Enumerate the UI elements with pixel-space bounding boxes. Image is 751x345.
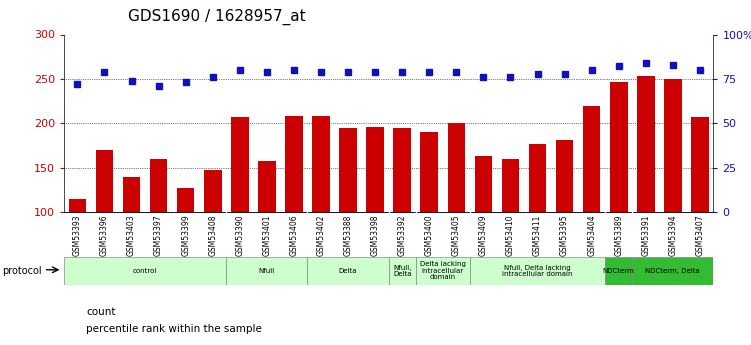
Text: GDS1690 / 1628957_at: GDS1690 / 1628957_at: [128, 9, 306, 25]
Bar: [285, 116, 303, 212]
Bar: [556, 140, 573, 212]
Text: GSM53395: GSM53395: [560, 214, 569, 256]
Text: GSM53410: GSM53410: [506, 214, 515, 256]
Text: GSM53411: GSM53411: [533, 214, 542, 256]
Bar: [204, 169, 222, 212]
Bar: [64, 257, 226, 285]
Text: GSM53402: GSM53402: [316, 214, 325, 256]
Bar: [366, 127, 384, 212]
Bar: [312, 116, 330, 212]
Bar: [632, 257, 713, 285]
Bar: [691, 117, 709, 212]
Bar: [258, 161, 276, 212]
Text: GSM53399: GSM53399: [181, 214, 190, 256]
Bar: [529, 144, 546, 212]
Text: GSM53388: GSM53388: [343, 214, 352, 256]
Text: Nfull: Nfull: [258, 268, 275, 274]
Bar: [421, 132, 438, 212]
Bar: [448, 124, 465, 212]
Bar: [307, 257, 389, 285]
Text: GSM53398: GSM53398: [370, 214, 379, 256]
Text: Nfull,
Delta: Nfull, Delta: [393, 265, 412, 277]
Text: NDCterm, Delta: NDCterm, Delta: [645, 268, 700, 274]
Text: GSM53396: GSM53396: [100, 214, 109, 256]
Text: GSM53397: GSM53397: [154, 214, 163, 256]
Bar: [637, 76, 655, 212]
Bar: [502, 159, 519, 212]
Text: percentile rank within the sample: percentile rank within the sample: [86, 325, 262, 334]
Text: control: control: [133, 268, 157, 274]
Bar: [226, 257, 307, 285]
Text: GSM53406: GSM53406: [289, 214, 298, 256]
Bar: [149, 159, 167, 212]
Text: GSM53391: GSM53391: [641, 214, 650, 256]
Bar: [95, 150, 113, 212]
Text: Delta: Delta: [339, 268, 357, 274]
Bar: [605, 257, 632, 285]
Text: NDCterm: NDCterm: [603, 268, 635, 274]
Text: GSM53407: GSM53407: [695, 214, 704, 256]
Text: Delta lacking
intracellular
domain: Delta lacking intracellular domain: [420, 261, 466, 280]
Text: GSM53409: GSM53409: [479, 214, 488, 256]
Bar: [610, 82, 628, 212]
Text: protocol: protocol: [2, 266, 42, 276]
Bar: [475, 156, 492, 212]
Bar: [394, 128, 411, 212]
Bar: [176, 188, 195, 212]
Text: GSM53404: GSM53404: [587, 214, 596, 256]
Text: GSM53403: GSM53403: [127, 214, 136, 256]
Text: Nfull, Delta lacking
intracellular domain: Nfull, Delta lacking intracellular domai…: [502, 265, 573, 277]
Bar: [664, 79, 682, 212]
Bar: [122, 177, 140, 212]
Text: GSM53408: GSM53408: [208, 214, 217, 256]
Text: GSM53400: GSM53400: [425, 214, 434, 256]
Bar: [583, 106, 601, 212]
Text: GSM53390: GSM53390: [235, 214, 244, 256]
Text: GSM53389: GSM53389: [614, 214, 623, 256]
Bar: [470, 257, 605, 285]
Bar: [68, 199, 86, 212]
Bar: [231, 117, 249, 212]
Text: GSM53392: GSM53392: [398, 214, 407, 256]
Text: GSM53394: GSM53394: [668, 214, 677, 256]
Text: GSM53401: GSM53401: [262, 214, 271, 256]
Bar: [339, 128, 357, 212]
Bar: [389, 257, 416, 285]
Text: count: count: [86, 307, 116, 317]
Text: GSM53405: GSM53405: [452, 214, 461, 256]
Bar: [416, 257, 470, 285]
Text: GSM53393: GSM53393: [73, 214, 82, 256]
